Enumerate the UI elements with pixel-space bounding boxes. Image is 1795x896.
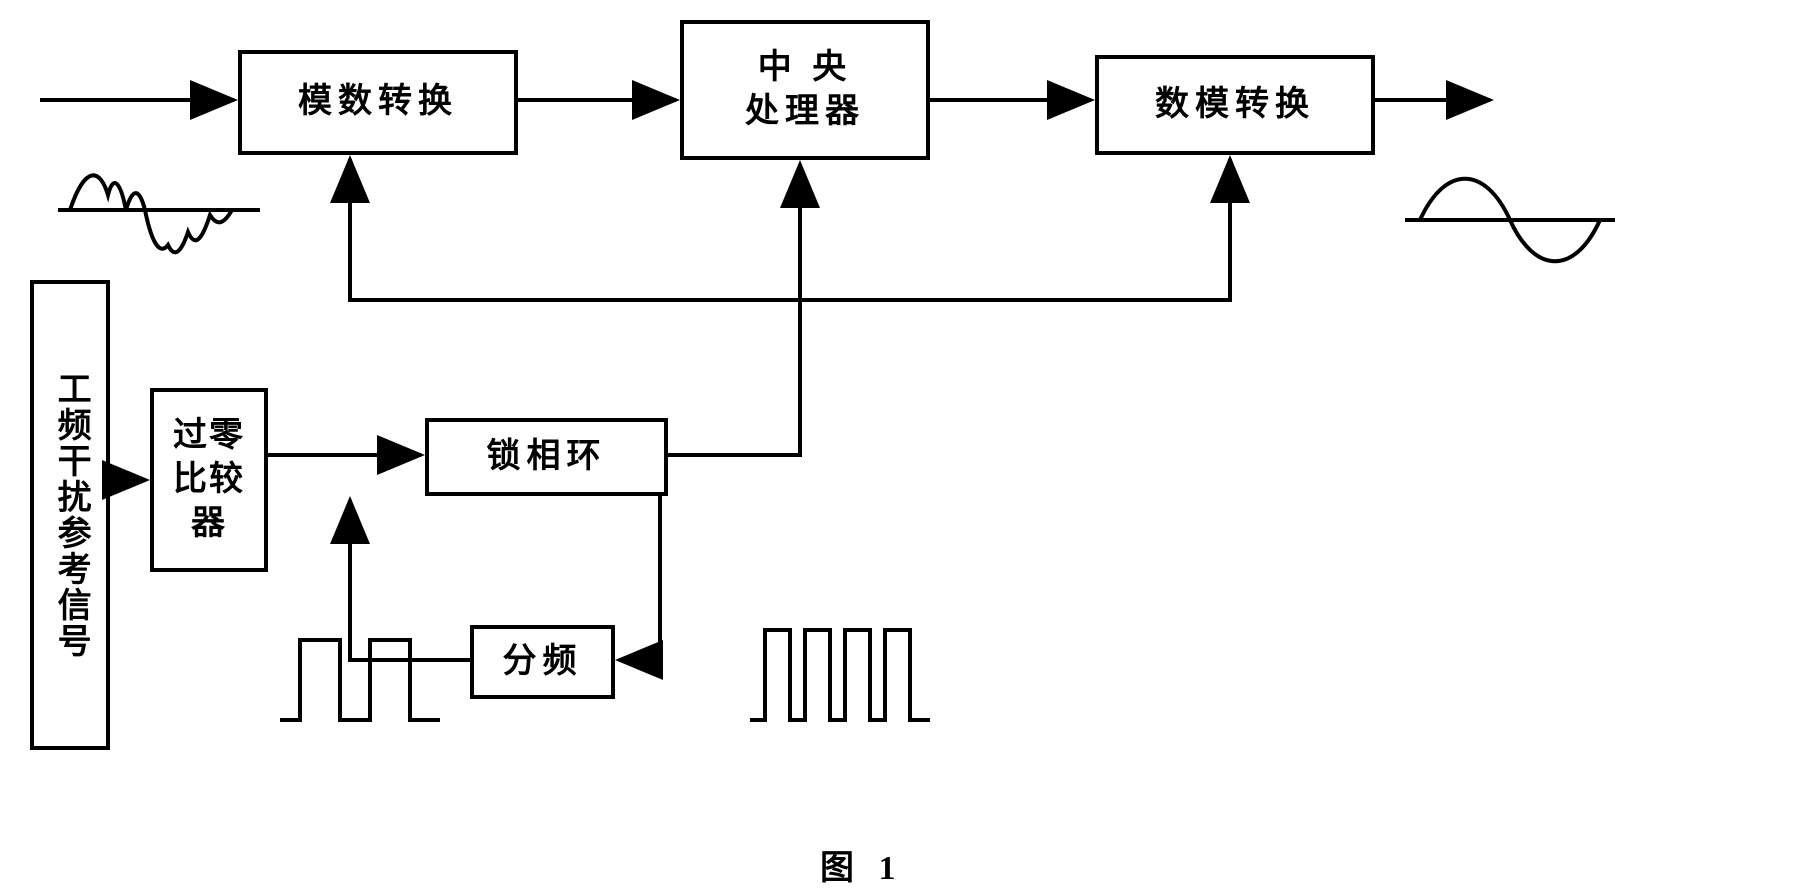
figure-caption: 图 1 (820, 840, 904, 889)
cpu-block: 中 央 处理器 (680, 20, 930, 160)
edge-pll-cpu (668, 164, 800, 455)
slow-pulse-waveform (280, 640, 440, 720)
adc-block: 模数转换 (238, 50, 518, 155)
divider-label: 分频 (503, 640, 583, 684)
comparator-label: 过零 比较 器 (173, 414, 245, 547)
cpu-label: 中 央 处理器 (745, 46, 865, 134)
edge-clk-adc (350, 159, 800, 300)
noisy-input-waveform (58, 175, 260, 252)
ref-signal-block: 工频干扰参考信号 (30, 280, 110, 750)
clean-output-waveform (1405, 179, 1615, 262)
fast-pulse-waveform (750, 630, 930, 720)
adc-label: 模数转换 (298, 80, 458, 124)
comparator-block: 过零 比较 器 (150, 388, 268, 572)
divider-block: 分频 (470, 625, 615, 699)
pll-block: 锁相环 (425, 418, 668, 496)
edge-div-fb (350, 500, 470, 660)
ref-signal-label: 工频干扰参考信号 (48, 371, 92, 659)
dac-label: 数模转换 (1155, 83, 1315, 127)
pll-label: 锁相环 (487, 435, 607, 479)
edge-clk-dac (800, 159, 1230, 300)
dac-block: 数模转换 (1095, 55, 1375, 155)
edge-pll-div (619, 496, 660, 660)
